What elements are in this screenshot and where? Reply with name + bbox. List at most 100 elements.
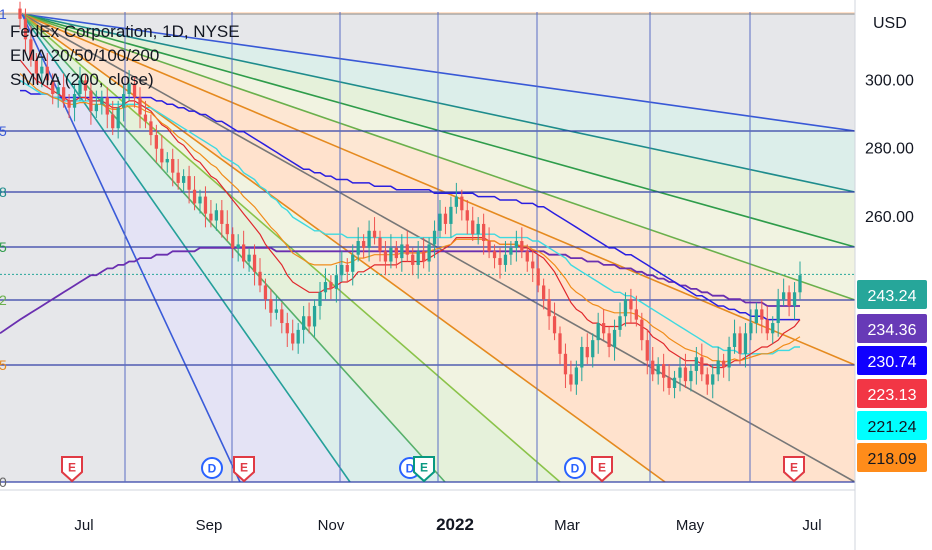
candle-body [596, 323, 600, 341]
earnings-marker[interactable]: E [61, 456, 83, 483]
smma-legend[interactable]: SMMA (200, close) [10, 70, 154, 89]
candle-body [700, 357, 704, 375]
earnings-marker[interactable]: E [233, 456, 255, 483]
price-label: 234.36 [857, 314, 927, 343]
earnings-marker[interactable]: E [591, 456, 613, 483]
candle-body [111, 114, 115, 129]
candle-body [154, 135, 158, 149]
ema-100-line [20, 89, 800, 321]
candle-body [165, 158, 169, 163]
candle-body [716, 360, 720, 375]
candle-body [378, 237, 382, 252]
y-tick-label: 300.00 [865, 72, 914, 89]
price-label: 230.74 [857, 346, 927, 375]
candle-body [334, 275, 338, 289]
ema-legend[interactable]: EMA 20/50/100/200 [10, 46, 160, 65]
candle-body [574, 367, 578, 385]
candle-body [67, 100, 71, 108]
candle-body [323, 282, 328, 293]
candle-body [754, 309, 758, 324]
price-label-value: 234.36 [868, 322, 917, 339]
price-label-box [857, 379, 927, 408]
candle-body [623, 299, 628, 317]
candle-body [280, 309, 284, 324]
candle-body [51, 80, 55, 95]
symbol-title[interactable]: FedEx Corporation, 1D, NYSE [10, 22, 240, 41]
earnings-icon [233, 456, 255, 483]
candle-body [542, 285, 546, 300]
candle-body [547, 299, 551, 317]
grid: 1 5 8 5 2 5 0 [0, 0, 856, 550]
candle-body [356, 241, 360, 255]
price-label: 223.13 [857, 379, 927, 408]
candle-body [351, 254, 355, 272]
earnings-icon [61, 456, 83, 483]
dividend-marker[interactable]: D [564, 457, 586, 479]
x-tick-label: 2022 [436, 515, 474, 534]
candle-body [629, 299, 633, 310]
candle-body [536, 268, 540, 286]
candle-body [160, 148, 164, 163]
earnings-marker[interactable]: E [783, 456, 805, 483]
candle-body [482, 223, 486, 242]
candle-body [411, 254, 415, 265]
candle-body [307, 316, 311, 327]
candle-body [471, 220, 475, 235]
candle-body [503, 254, 508, 265]
x-tick-label: Nov [318, 517, 345, 534]
candle-body [520, 241, 524, 252]
candle-body [367, 230, 371, 248]
candle-body [678, 367, 682, 378]
candle-body [771, 323, 775, 334]
candle-body [760, 309, 764, 320]
ema-50-line [19, 79, 800, 355]
candle-body [531, 261, 535, 269]
fib-level-label: 2 [0, 292, 7, 308]
earnings-marker[interactable]: E [413, 456, 435, 483]
price-label: 218.09 [857, 443, 927, 472]
candle-body [132, 83, 137, 98]
price-label-value: 230.74 [868, 354, 917, 371]
candle-body [422, 251, 426, 262]
price-label-box [857, 411, 927, 440]
candle-body [602, 323, 606, 334]
candle-body [312, 305, 317, 327]
dividend-icon [201, 457, 223, 479]
candle-body [416, 251, 420, 265]
price-label-value: 243.24 [868, 288, 917, 305]
fib-level-label: 5 [0, 239, 7, 255]
dividend-label: D [571, 462, 580, 476]
candle-body [749, 323, 753, 334]
candle-body [372, 230, 377, 238]
earnings-icon [591, 456, 613, 483]
earnings-label: E [420, 461, 428, 475]
dividend-marker[interactable]: D [201, 457, 223, 479]
chart-legend: FedEx Corporation, 1D, NYSE EMA 20/50/10… [10, 20, 240, 92]
candle-body [242, 244, 246, 262]
dividend-label: D [406, 462, 415, 476]
candle-body [198, 196, 202, 204]
price-label-box [857, 314, 927, 343]
y-tick-label: 280.00 [865, 141, 914, 158]
candle-body [400, 244, 404, 259]
candle-body [89, 90, 93, 112]
x-tick-label: Jul [74, 517, 93, 534]
x-tick-label: Mar [554, 517, 580, 534]
candle-body [727, 346, 731, 368]
dividend-label: D [208, 462, 217, 476]
candle-body [563, 353, 568, 375]
candle-body [269, 299, 273, 313]
x-tick-label: Sep [196, 517, 223, 534]
candle-body [656, 364, 660, 375]
candle-body [389, 247, 393, 262]
candle-body [640, 319, 644, 341]
candle-body [645, 340, 649, 361]
candle-body [23, 18, 28, 40]
candle-body [552, 316, 557, 334]
candle-body [345, 264, 349, 272]
earnings-label: E [68, 461, 76, 475]
candle-body [296, 329, 300, 344]
candle-body [149, 121, 153, 136]
earnings-icon [413, 456, 435, 483]
